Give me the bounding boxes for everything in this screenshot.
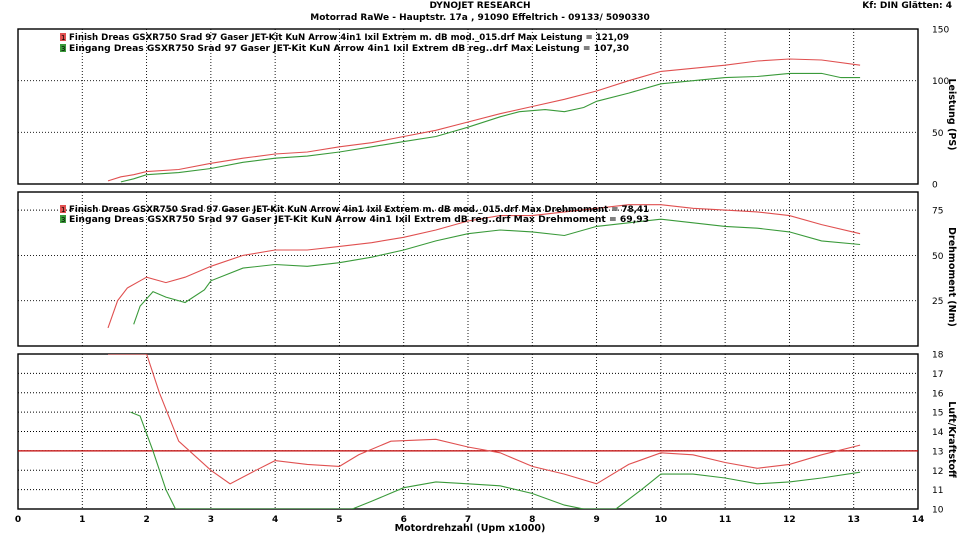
series-line-finish	[107, 204, 861, 329]
x-tick-label: 8	[529, 515, 535, 525]
legend-swatch	[60, 205, 66, 213]
x-tick-label: 10	[655, 515, 668, 525]
x-tick-label: 7	[465, 515, 471, 525]
legend-swatch	[60, 44, 66, 52]
series-line-finish	[108, 354, 861, 485]
dealer-address: Motorrad RaWe - Hauptstr. 17a , 91090 Ef…	[310, 13, 650, 23]
x-tick-label: 6	[401, 515, 407, 525]
legend-marker: 1	[61, 206, 65, 214]
y-tick-label: 50	[932, 129, 944, 139]
x-tick-label: 1	[79, 515, 85, 525]
y-axis-label: Drehmoment (Nm)	[946, 227, 957, 327]
y-tick-label: 18	[932, 351, 944, 361]
x-axis-label: Motordrehzahl (Upm x1000)	[395, 523, 546, 533]
x-tick-label: 4	[272, 515, 278, 525]
correction-factor-label: Kf: DIN Glätten: 4	[862, 1, 952, 11]
x-tick-label: 14	[912, 515, 925, 525]
y-tick-label: 25	[932, 297, 943, 307]
y-tick-label: 0	[932, 181, 938, 191]
legend-marker: 3	[61, 45, 65, 53]
series-line-eingang	[120, 72, 861, 183]
y-tick-label: 15	[932, 409, 943, 419]
y-axis-label: Leistung (PS)	[946, 78, 957, 150]
series-line-eingang	[130, 411, 861, 509]
legend-entry: Finish Dreas GSXR750 Srad 97 Gaser JET-K…	[69, 205, 649, 215]
y-tick-label: 50	[932, 252, 944, 262]
y-tick-label: 11	[932, 486, 943, 496]
legend-swatch	[60, 33, 66, 41]
y-tick-label: 100	[932, 77, 949, 87]
y-tick-label: 12	[932, 467, 943, 477]
y-tick-label: 10	[932, 506, 944, 516]
report-title: DYNOJET RESEARCH	[429, 1, 531, 11]
x-tick-label: 3	[208, 515, 214, 525]
x-tick-label: 9	[593, 515, 599, 525]
y-tick-label: 17	[932, 370, 943, 380]
legend-entry: Eingang Dreas GSXR750 Srad 97 Gaser JET-…	[69, 215, 649, 225]
x-tick-label: 13	[847, 515, 860, 525]
y-tick-label: 14	[932, 428, 944, 438]
y-tick-label: 150	[932, 26, 949, 36]
y-tick-label: 75	[932, 207, 943, 217]
series-line-eingang	[133, 218, 861, 325]
x-tick-label: 12	[783, 515, 796, 525]
legend-marker: 1	[61, 34, 65, 42]
y-tick-label: 13	[932, 447, 943, 457]
x-tick-label: 2	[143, 515, 149, 525]
legend-marker: 3	[61, 216, 65, 224]
y-axis-label: Luft/Kraftstoff	[946, 401, 957, 478]
y-tick-label: 16	[932, 389, 944, 399]
x-tick-label: 5	[336, 515, 342, 525]
x-tick-label: 0	[15, 515, 21, 525]
legend-entry: Finish Dreas GSXR750 Srad 97 Gaser JET-K…	[69, 33, 629, 43]
x-tick-label: 11	[719, 515, 732, 525]
series-line-finish	[107, 58, 861, 182]
legend-swatch	[60, 215, 66, 223]
legend-entry: Eingang Dreas GSXR750 Srad 97 Gaser JET-…	[69, 44, 629, 54]
